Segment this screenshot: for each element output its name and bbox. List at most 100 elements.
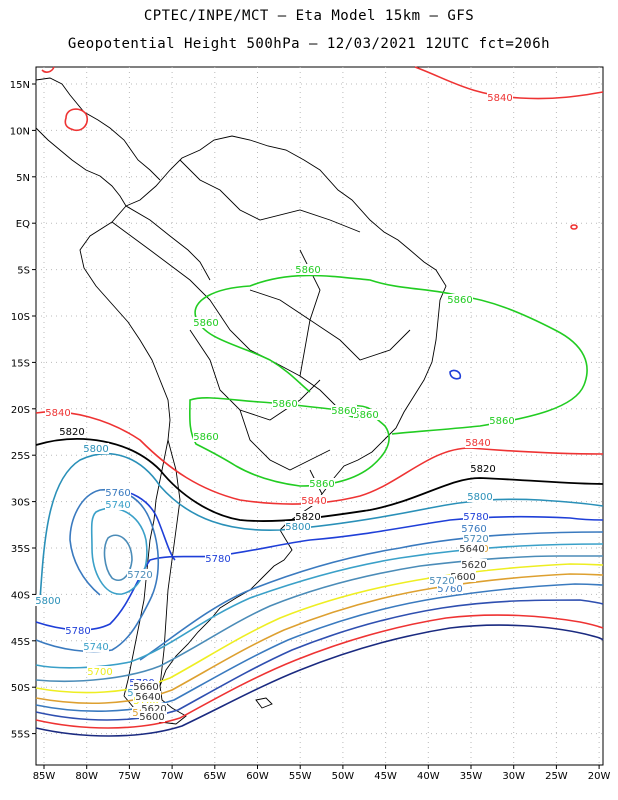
- contour-label: 5840: [45, 408, 70, 419]
- lon-tick-label: 55W: [289, 771, 312, 782]
- lon-tick-label: 30W: [502, 771, 525, 782]
- lon-tick-label: 35W: [460, 771, 483, 782]
- lat-tick-label: 10N: [10, 126, 30, 137]
- contour-label: 5760: [105, 488, 130, 499]
- caribbean-coast: [123, 135, 447, 725]
- chart-title: CPTEC/INPE/MCT – Eta Model 15km – GFS: [143, 8, 475, 24]
- lat-tick-label: 55S: [11, 730, 30, 741]
- contour-5600: [35, 624, 604, 737]
- contour-label-bg: [331, 405, 357, 416]
- contour-label: 5800: [83, 444, 108, 455]
- contour-label: 5820: [59, 427, 84, 438]
- contour-label-bg: [295, 264, 321, 275]
- contour-label: 5640: [135, 692, 160, 703]
- contour-label-bg: [470, 463, 496, 474]
- contour-label-bg: [463, 533, 489, 544]
- contour-label-bg: [35, 595, 61, 606]
- border-brazil-states: [299, 249, 411, 361]
- longitude-ticks: 85W 80W 75W 70W 65W 60W 55W 50W 45W 40W 35W 30W 25W 2…: [33, 765, 611, 782]
- contour-label-bg: [450, 571, 476, 582]
- lon-tick-label: 20W: [588, 771, 611, 782]
- contour-label-bg: [133, 681, 159, 692]
- central-america-coast: [35, 77, 161, 181]
- contour-label-bg: [489, 415, 515, 426]
- contour-label-bg: [467, 491, 493, 502]
- contour-label-bg: [301, 495, 327, 506]
- contour-5860-mid: [195, 317, 311, 393]
- lat-tick-label: 45S: [11, 637, 30, 648]
- contour-label: 5860: [309, 479, 334, 490]
- central-america-coast-south: [35, 127, 127, 207]
- contour-5720-low: [103, 534, 133, 582]
- contour-label: 5780: [205, 554, 230, 565]
- contour-label: 5640: [459, 544, 484, 555]
- contour-label: 5820: [295, 512, 320, 523]
- contour-label: 5720: [127, 570, 152, 581]
- contour-label: 5600: [450, 572, 475, 583]
- lon-tick-label: 75W: [118, 771, 141, 782]
- lat-tick-label: 15N: [10, 80, 30, 91]
- contour-label-bg: [193, 431, 219, 442]
- contour-label: 5840: [465, 438, 490, 449]
- contour-label: 5820: [470, 464, 495, 475]
- contour-label: 5720: [429, 576, 454, 587]
- contour-label-bg: [87, 666, 113, 677]
- contour-5840-north: [414, 66, 604, 100]
- contour-label: 5760: [437, 584, 462, 595]
- contour-label: 5620: [461, 560, 486, 571]
- latitude-ticks: 15N 10N 5N EQ 5S 10S 15S 20S 25S 30S 35S 40S 45S 50S 5…: [10, 80, 36, 741]
- lat-tick-label: 30S: [11, 498, 30, 509]
- contour-label: 5800: [285, 522, 310, 533]
- contour-label: 5780: [65, 626, 90, 637]
- lat-tick-label: 10S: [11, 312, 30, 323]
- falkland-islands: [255, 697, 273, 709]
- contour-label-bg: [437, 583, 463, 594]
- lon-tick-label: 45W: [374, 771, 397, 782]
- contour-label-bg: [141, 703, 167, 714]
- contour-label-bg: [105, 487, 131, 498]
- contour-label: 5660: [133, 682, 158, 693]
- contour-5760: [35, 488, 160, 653]
- contour-label: 5840: [487, 93, 512, 104]
- lat-tick-label: 35S: [11, 544, 30, 555]
- lat-tick-label: 40S: [11, 590, 30, 601]
- lon-tick-label: 65W: [203, 771, 226, 782]
- lat-tick-label: 5S: [17, 266, 30, 277]
- contour-label-bg: [127, 569, 153, 580]
- contour-5620: [35, 614, 604, 729]
- contour-label-bg: [83, 641, 109, 652]
- border-colombia: [125, 205, 211, 281]
- border-uruguay: [309, 469, 323, 495]
- border-argentina-chile: [159, 439, 181, 687]
- contour-label-bg: [461, 559, 487, 570]
- lon-tick-label: 25W: [545, 771, 568, 782]
- contour-5720: [35, 555, 603, 682]
- contour-label-bg: [272, 398, 298, 409]
- contour-label-bg: [135, 691, 161, 702]
- lat-tick-label: EQ: [16, 219, 30, 230]
- contour-label-bg: [295, 511, 321, 522]
- contour-label-bg: [139, 711, 165, 722]
- lon-tick-label: 50W: [332, 771, 355, 782]
- contour-label-bg: [353, 409, 379, 420]
- contour-label: 5860: [193, 318, 218, 329]
- lon-tick-label: 40W: [417, 771, 440, 782]
- chart-subtitle: Geopotential Height 500hPa – 12/03/2021 …: [67, 36, 551, 52]
- lon-tick-label: 60W: [246, 771, 269, 782]
- contour-label-bg: [461, 523, 487, 534]
- contour-label: 5860: [295, 265, 320, 276]
- border-venezuela-brazil: [179, 159, 361, 233]
- contour-label: 5600: [139, 712, 164, 723]
- contour-label: 5860: [353, 410, 378, 421]
- contour-label: 5860: [447, 295, 472, 306]
- contour-5840-closed-north: [64, 108, 89, 132]
- contour-label: 5800: [467, 492, 492, 503]
- contour-label-bg: [465, 437, 491, 448]
- contour-5780: [35, 515, 604, 631]
- contour-label-bg: [59, 426, 85, 437]
- lon-tick-label: 80W: [75, 771, 98, 782]
- lat-tick-label: 25S: [11, 451, 30, 462]
- contour-label-bg: [429, 575, 455, 586]
- contour-label: 5700: [87, 667, 112, 678]
